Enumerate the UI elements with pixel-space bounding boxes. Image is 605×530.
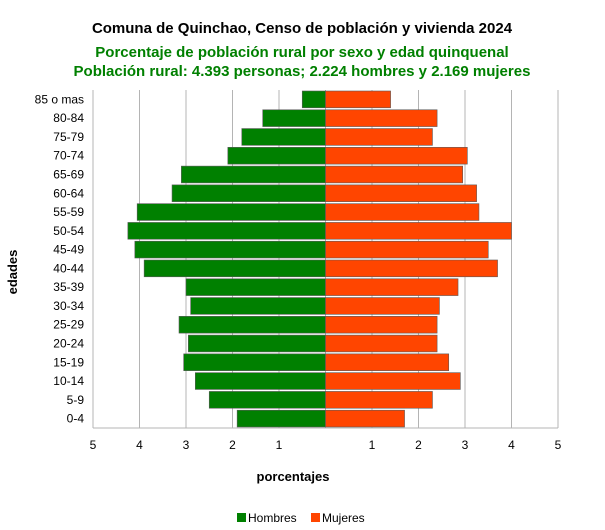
bar-mujeres bbox=[325, 316, 438, 334]
bar-hombres bbox=[183, 353, 326, 371]
y-tick-label: 30-34 bbox=[53, 299, 84, 313]
bar-mujeres bbox=[325, 90, 391, 109]
y-tick-label: 75-79 bbox=[53, 130, 84, 144]
y-tick-label: 20-24 bbox=[53, 337, 84, 351]
x-tick-label: 4 bbox=[136, 438, 143, 452]
y-tick-label: 60-64 bbox=[53, 186, 84, 200]
bar-hombres bbox=[127, 222, 326, 240]
y-tick-label: 10-14 bbox=[53, 374, 84, 388]
y-tick-label: 25-29 bbox=[53, 318, 84, 332]
bar-hombres bbox=[262, 109, 326, 127]
bar-mujeres bbox=[325, 109, 438, 127]
bar-mujeres bbox=[325, 222, 512, 240]
bar-mujeres bbox=[325, 353, 450, 371]
chart-subtitle-line-1: Porcentaje de población rural por sexo y… bbox=[95, 44, 508, 61]
chart-title: Comuna de Quinchao, Censo de población y… bbox=[92, 20, 513, 37]
bar-hombres bbox=[241, 128, 326, 146]
x-tick-label: 3 bbox=[183, 438, 190, 452]
bar-mujeres bbox=[325, 203, 480, 221]
y-tick-label: 0-4 bbox=[67, 412, 85, 426]
bar-hombres bbox=[236, 409, 326, 428]
bar-hombres bbox=[181, 165, 326, 184]
bar-mujeres bbox=[325, 409, 405, 428]
y-tick-label: 40-44 bbox=[53, 261, 84, 275]
y-axis-label: edades bbox=[5, 250, 20, 295]
legend-swatch bbox=[237, 513, 246, 522]
y-tick-label: 55-59 bbox=[53, 205, 84, 219]
x-tick-label: 2 bbox=[415, 438, 422, 452]
y-tick-label: 65-69 bbox=[53, 168, 84, 182]
bar-mujeres bbox=[325, 147, 468, 165]
bar-hombres bbox=[195, 372, 326, 390]
bar-mujeres bbox=[325, 259, 498, 278]
bar-mujeres bbox=[325, 278, 459, 296]
y-tick-label: 80-84 bbox=[53, 111, 84, 125]
bar-hombres bbox=[171, 184, 326, 202]
legend: Hombres Mujeres bbox=[237, 511, 365, 525]
x-tick-label: 1 bbox=[369, 438, 376, 452]
bar-mujeres bbox=[325, 334, 438, 353]
bar-mujeres bbox=[325, 297, 440, 315]
bar-mujeres bbox=[325, 240, 489, 259]
bar-hombres bbox=[190, 297, 326, 315]
y-tick-label: 50-54 bbox=[53, 224, 84, 238]
bar-mujeres bbox=[325, 184, 477, 202]
bar-mujeres bbox=[325, 128, 433, 146]
bar-hombres bbox=[227, 147, 326, 165]
bar-hombres bbox=[136, 203, 326, 221]
legend-label: Hombres bbox=[248, 511, 297, 525]
x-tick-labels: 5 4 3 2 1 1 2 3 4 5 bbox=[90, 438, 562, 452]
bar-hombres bbox=[301, 90, 326, 109]
y-tick-label: 5-9 bbox=[67, 393, 85, 407]
x-tick-label: 2 bbox=[229, 438, 236, 452]
bar-hombres bbox=[134, 240, 326, 259]
x-tick-label: 1 bbox=[276, 438, 283, 452]
x-axis-label: porcentajes bbox=[257, 469, 330, 484]
chart-subtitle-line-2: Población rural: 4.393 personas; 2.224 h… bbox=[74, 63, 531, 80]
y-tick-label: 85 o mas bbox=[35, 92, 84, 106]
legend-label: Mujeres bbox=[322, 511, 365, 525]
x-tick-label: 4 bbox=[508, 438, 515, 452]
bar-hombres bbox=[188, 334, 326, 353]
y-tick-label: 35-39 bbox=[53, 280, 84, 294]
bar-hombres bbox=[185, 278, 326, 296]
bar-hombres bbox=[143, 259, 326, 278]
x-tick-label: 5 bbox=[555, 438, 562, 452]
grid-lines bbox=[92, 90, 559, 429]
legend-swatch bbox=[311, 513, 320, 522]
y-tick-label: 15-19 bbox=[53, 355, 84, 369]
x-tick-label: 5 bbox=[90, 438, 97, 452]
bar-hombres bbox=[178, 316, 326, 334]
y-tick-label: 45-49 bbox=[53, 243, 84, 257]
y-tick-label: 70-74 bbox=[53, 149, 84, 163]
bar-hombres bbox=[208, 391, 326, 409]
x-tick-label: 3 bbox=[462, 438, 469, 452]
bar-mujeres bbox=[325, 165, 463, 184]
bars-group bbox=[127, 90, 512, 428]
y-tick-labels: 0-4 5-9 10-14 15-19 20-24 25-29 30-34 35-39 40-4… bbox=[35, 92, 85, 425]
bar-mujeres bbox=[325, 391, 433, 409]
bar-mujeres bbox=[325, 372, 461, 390]
